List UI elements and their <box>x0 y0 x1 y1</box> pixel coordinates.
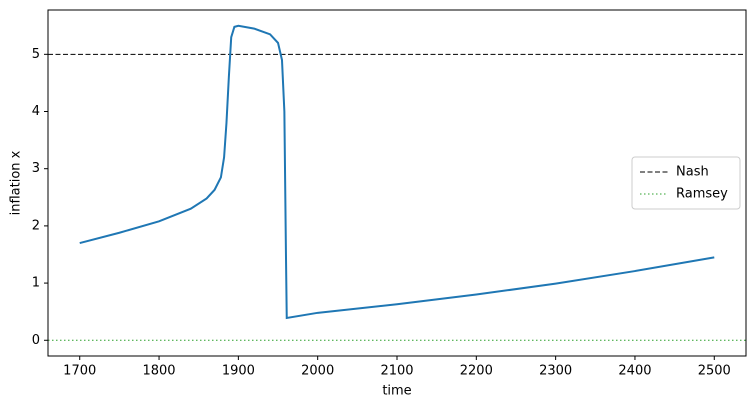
x-tick-label: 2000 <box>301 364 334 379</box>
y-tick-label: 4 <box>32 104 40 119</box>
y-tick-label: 5 <box>32 47 40 62</box>
legend-label: Nash <box>676 165 709 180</box>
data-line <box>79 24 715 320</box>
x-tick-label: 2500 <box>698 364 731 379</box>
x-tick-label: 2200 <box>460 364 493 379</box>
x-tick-label: 2300 <box>539 364 572 379</box>
x-tick-label: 1700 <box>63 364 96 379</box>
plot-frame <box>47 9 747 357</box>
y-tick-label: 0 <box>32 333 40 348</box>
x-tick-label: 2100 <box>380 364 413 379</box>
x-axis-label: time <box>382 384 411 399</box>
y-tick-label: 1 <box>32 276 40 291</box>
x-tick-label: 2400 <box>618 364 651 379</box>
y-tick-label: 3 <box>32 161 40 176</box>
x-tick-label: 1800 <box>142 364 175 379</box>
legend-label: Ramsey <box>676 187 728 202</box>
y-axis-label: inflation x <box>9 150 24 215</box>
x-tick-label: 1900 <box>222 364 255 379</box>
y-tick-label: 2 <box>32 218 40 233</box>
legend-box <box>631 156 741 210</box>
